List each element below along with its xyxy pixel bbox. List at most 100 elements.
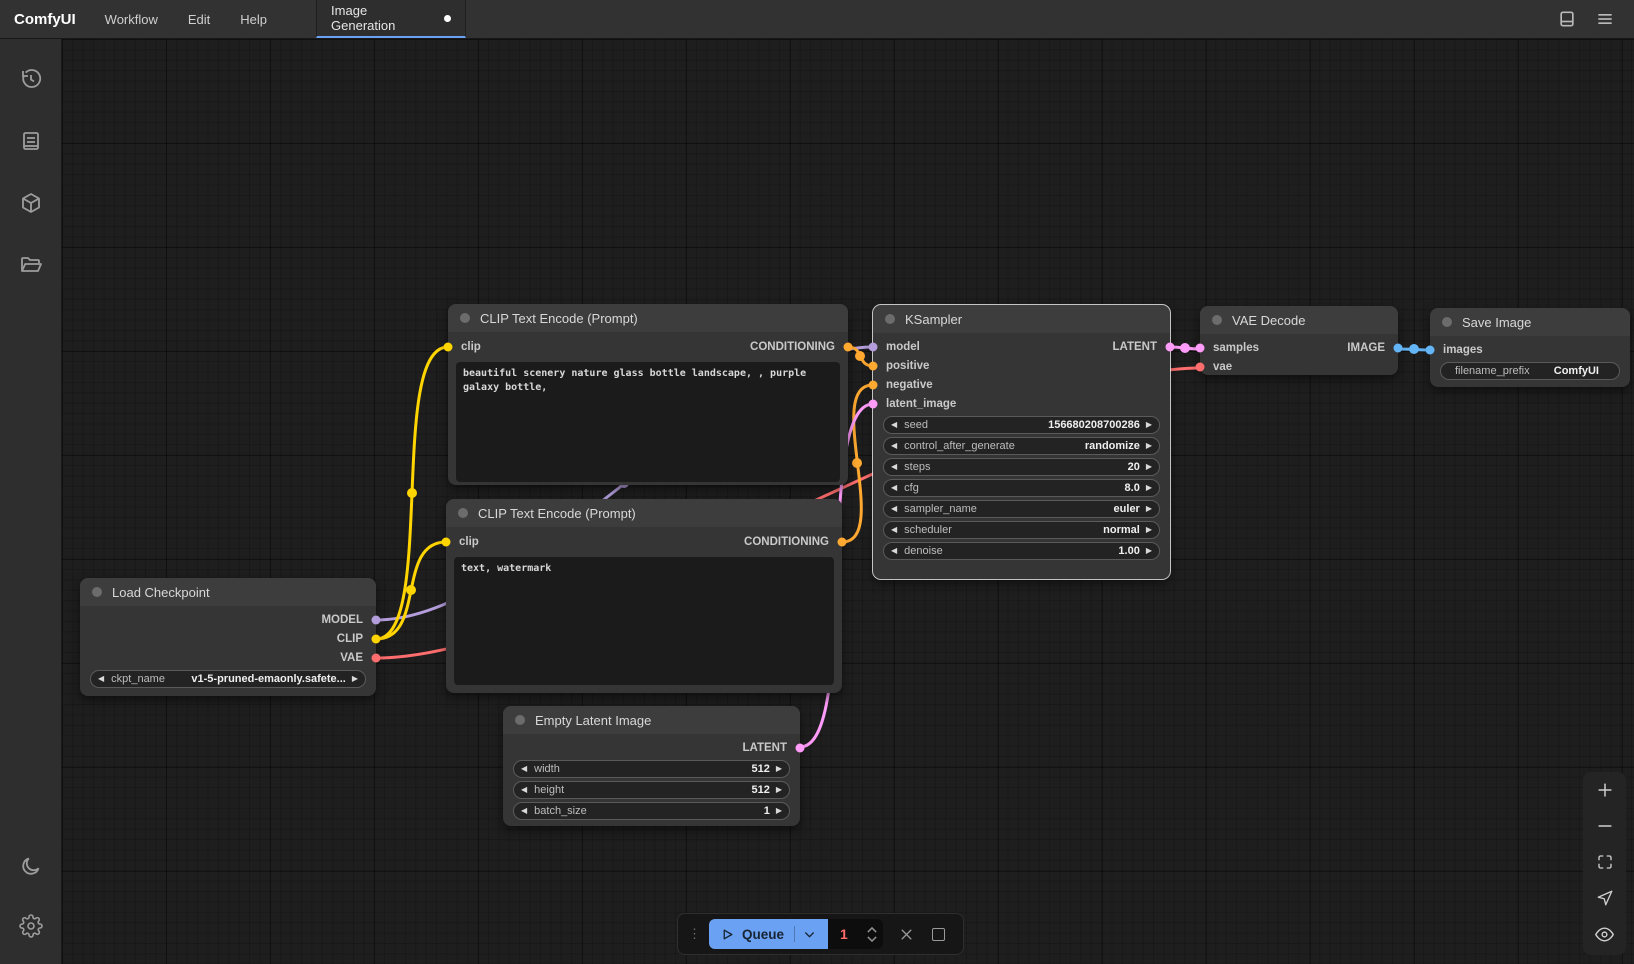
port-dot-positive-input[interactable] [868, 361, 878, 370]
collapse-dot-icon[interactable] [92, 587, 102, 597]
node-header[interactable]: CLIP Text Encode (Prompt) [446, 499, 842, 527]
settings-button[interactable] [9, 904, 53, 948]
increment-arrow-icon[interactable]: ▶ [775, 785, 782, 794]
widget-seed[interactable]: ◀ seed 156680208700286 ▶ [883, 416, 1160, 434]
decrement-arrow-icon[interactable]: ◀ [891, 504, 898, 513]
stop-button[interactable] [932, 927, 946, 941]
node-clip-text-encode-negative[interactable]: CLIP Text Encode (Prompt) clip CONDITION… [441, 499, 847, 693]
tab-image-generation[interactable]: Image Generation [316, 0, 467, 38]
graph-canvas[interactable]: Load Checkpoint MODEL CLIP VAE ◀ ckpt_na… [62, 39, 1634, 964]
node-header[interactable]: Empty Latent Image [503, 706, 800, 734]
collapse-dot-icon[interactable] [460, 313, 470, 323]
node-empty-latent-image[interactable]: Empty Latent Image LATENT ◀ width 512 ▶ … [503, 706, 805, 826]
port-dot-images-input[interactable] [1425, 345, 1435, 354]
decrement-arrow-icon[interactable]: ◀ [521, 806, 528, 815]
widget-height[interactable]: ◀ height 512 ▶ [513, 781, 790, 799]
node-header[interactable]: Load Checkpoint [80, 578, 376, 606]
collapse-dot-icon[interactable] [885, 314, 895, 324]
port-dot-clip[interactable] [371, 634, 381, 643]
collapse-dot-icon[interactable] [1212, 315, 1222, 325]
queue-button[interactable]: Queue [709, 919, 829, 949]
widget-control-after-generate[interactable]: ◀ control_after_generate randomize ▶ [883, 437, 1160, 455]
collapse-dot-icon[interactable] [458, 508, 468, 518]
node-header[interactable]: Save Image [1430, 308, 1630, 336]
port-dot-clip-input[interactable] [441, 537, 451, 547]
decrement-arrow-icon[interactable]: ◀ [521, 764, 528, 773]
decrement-arrow-icon[interactable]: ◀ [891, 441, 898, 450]
node-header[interactable]: VAE Decode [1200, 306, 1398, 334]
sidebar-item-workflows[interactable] [9, 243, 53, 287]
widget-denoise[interactable]: ◀ denoise 1.00 ▶ [883, 542, 1160, 560]
widget-filename-prefix[interactable]: filename_prefix ComfyUI [1440, 362, 1620, 380]
sidebar-item-node-library[interactable] [9, 181, 53, 225]
port-dot-negative-input[interactable] [868, 380, 878, 389]
decrement-arrow-icon[interactable]: ◀ [521, 785, 528, 794]
zoom-in-button[interactable] [1583, 772, 1626, 808]
port-dot-latent-input[interactable] [868, 399, 878, 408]
widget-batch-size[interactable]: ◀ batch_size 1 ▶ [513, 802, 790, 820]
zoom-out-button[interactable] [1583, 808, 1626, 844]
port-dot-vae[interactable] [371, 653, 381, 662]
chevron-down-icon[interactable] [803, 928, 816, 941]
decrement-arrow-icon[interactable]: ◀ [891, 546, 898, 555]
node-ksampler[interactable]: KSampler model LATENT positive negative … [868, 304, 1175, 580]
collapse-dot-icon[interactable] [515, 715, 525, 725]
node-header[interactable]: KSampler [873, 305, 1170, 333]
clear-queue-button[interactable] [899, 927, 914, 942]
theme-toggle-button[interactable] [9, 844, 53, 888]
toggle-link-visibility-button[interactable] [1583, 916, 1626, 952]
port-dot-model[interactable] [371, 615, 381, 624]
widget-scheduler[interactable]: ◀ scheduler normal ▶ [883, 521, 1160, 539]
port-dot-conditioning-output[interactable] [837, 537, 847, 547]
widget-steps[interactable]: ◀ steps 20 ▶ [883, 458, 1160, 476]
decrement-arrow-icon[interactable]: ◀ [98, 674, 105, 683]
decrement-arrow-icon[interactable]: ◀ [891, 462, 898, 471]
decrement-arrow-icon[interactable]: ◀ [891, 483, 898, 492]
fit-view-button[interactable] [1583, 844, 1626, 880]
select-mode-button[interactable] [1583, 880, 1626, 916]
port-dot-clip-input[interactable] [443, 342, 453, 352]
increment-arrow-icon[interactable]: ▶ [1145, 462, 1152, 471]
bottom-panel-toggle-button[interactable] [1552, 4, 1582, 34]
port-dot-latent-output[interactable] [1165, 342, 1175, 351]
stepper-up-icon[interactable] [867, 926, 877, 933]
prompt-textarea[interactable]: text, watermark [454, 557, 834, 685]
increment-arrow-icon[interactable]: ▶ [1145, 441, 1152, 450]
port-dot-model-input[interactable] [868, 342, 878, 351]
main-menu-button[interactable] [1590, 4, 1620, 34]
widget-ckpt-name[interactable]: ◀ ckpt_name v1-5-pruned-emaonly.safete..… [90, 670, 366, 688]
increment-arrow-icon[interactable]: ▶ [775, 806, 782, 815]
stepper-down-icon[interactable] [867, 935, 877, 942]
increment-arrow-icon[interactable]: ▶ [1145, 483, 1152, 492]
decrement-arrow-icon[interactable]: ◀ [891, 525, 898, 534]
node-load-checkpoint[interactable]: Load Checkpoint MODEL CLIP VAE ◀ ckpt_na… [80, 578, 381, 696]
port-dot-samples-input[interactable] [1195, 343, 1205, 352]
increment-arrow-icon[interactable]: ▶ [1145, 420, 1152, 429]
prompt-textarea[interactable]: beautiful scenery nature glass bottle la… [456, 362, 840, 482]
menu-workflow[interactable]: Workflow [104, 11, 158, 27]
increment-arrow-icon[interactable]: ▶ [1145, 504, 1152, 513]
decrement-arrow-icon[interactable]: ◀ [891, 420, 898, 429]
node-header[interactable]: CLIP Text Encode (Prompt) [448, 304, 848, 332]
increment-arrow-icon[interactable]: ▶ [1145, 525, 1152, 534]
increment-arrow-icon[interactable]: ▶ [1145, 546, 1152, 555]
sidebar-item-history[interactable] [9, 57, 53, 101]
drag-handle[interactable]: ⋮ [688, 926, 701, 942]
node-clip-text-encode-positive[interactable]: CLIP Text Encode (Prompt) clip CONDITION… [443, 304, 853, 485]
widget-width[interactable]: ◀ width 512 ▶ [513, 760, 790, 778]
port-dot-conditioning-output[interactable] [843, 342, 853, 352]
port-dot-latent-output[interactable] [795, 743, 805, 752]
sidebar-item-queue[interactable] [9, 119, 53, 163]
menu-help[interactable]: Help [240, 11, 268, 27]
increment-arrow-icon[interactable]: ▶ [351, 674, 358, 683]
increment-arrow-icon[interactable]: ▶ [775, 764, 782, 773]
widget-cfg[interactable]: ◀ cfg 8.0 ▶ [883, 479, 1160, 497]
port-dot-vae-input[interactable] [1195, 362, 1205, 371]
port-dot-image-output[interactable] [1393, 343, 1403, 352]
node-save-image[interactable]: Save Image images filename_prefix ComfyU… [1425, 308, 1630, 387]
collapse-dot-icon[interactable] [1442, 317, 1452, 327]
batch-count-input[interactable]: 1 [828, 919, 884, 949]
node-vae-decode[interactable]: VAE Decode samples IMAGE vae [1195, 306, 1403, 375]
widget-sampler-name[interactable]: ◀ sampler_name euler ▶ [883, 500, 1160, 518]
menu-edit[interactable]: Edit [187, 11, 211, 27]
